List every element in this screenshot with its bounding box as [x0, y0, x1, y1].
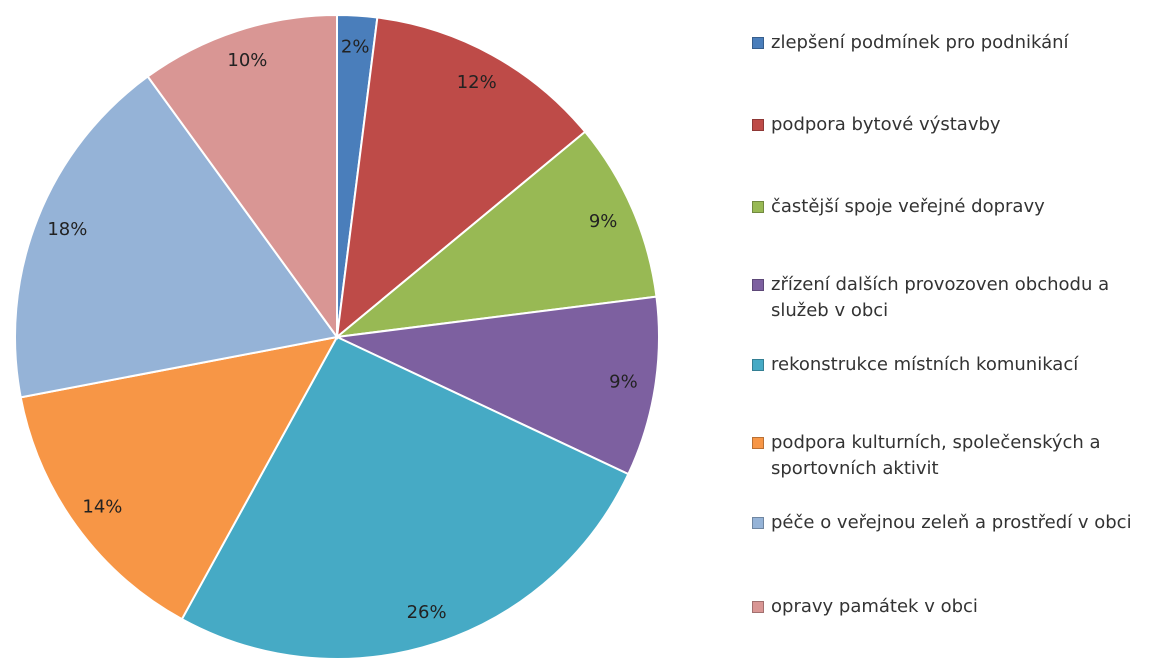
legend-item: zlepšení podmínek pro podnikání [752, 30, 1152, 56]
legend-label: zřízení dalších provozoven obchodu a slu… [771, 274, 1110, 321]
pie-slice [19, 335, 339, 621]
legend-swatch [752, 279, 764, 291]
legend-label: péče o veřejnou zeleň a prostředí v obci [771, 512, 1132, 533]
legend-item: péče o veřejnou zeleň a prostředí v obci [752, 510, 1152, 536]
legend-swatch [752, 437, 764, 449]
data-label: 9% [609, 371, 638, 392]
legend-item: podpora bytové výstavby [752, 112, 1152, 138]
legend-label: zlepšení podmínek pro podnikání [771, 32, 1069, 53]
pie-slice [146, 13, 338, 341]
data-label: 10% [227, 50, 267, 71]
legend-swatch [752, 601, 764, 613]
pie-slice [333, 130, 658, 339]
legend-item: častější spoje veřejné dopravy [752, 194, 1152, 220]
legend-swatch [752, 37, 764, 49]
data-label: 14% [82, 496, 122, 517]
chart: 2% 12% 9% 9% 26% 14% 18% 10% [14, 13, 660, 660]
legend-item: rekonstrukce místních komunikací [752, 352, 1152, 378]
data-label: 18% [47, 219, 87, 240]
data-label: 26% [407, 602, 447, 623]
legend-item: zřízení dalších provozoven obchodu a slu… [752, 272, 1152, 324]
legend-label: častější spoje veřejné dopravy [771, 196, 1045, 217]
legend-label: opravy památek v obci [771, 596, 978, 617]
data-label: 9% [589, 211, 618, 232]
data-label: 12% [457, 72, 497, 93]
legend-item: opravy památek v obci [752, 594, 1152, 620]
legend-swatch [752, 119, 764, 131]
data-label: 2% [341, 37, 370, 58]
pie-slice [333, 295, 660, 476]
pie-slice [14, 75, 339, 399]
legend-item: podpora kulturních, společenských a spor… [752, 430, 1152, 482]
legend-label: podpora kulturních, společenských a spor… [771, 432, 1101, 479]
legend-swatch [752, 517, 764, 529]
legend-swatch [752, 359, 764, 371]
legend-label: rekonstrukce místních komunikací [771, 354, 1079, 375]
legend-label: podpora bytové výstavby [771, 114, 1001, 135]
legend-swatch [752, 201, 764, 213]
pie-slice [335, 16, 587, 340]
